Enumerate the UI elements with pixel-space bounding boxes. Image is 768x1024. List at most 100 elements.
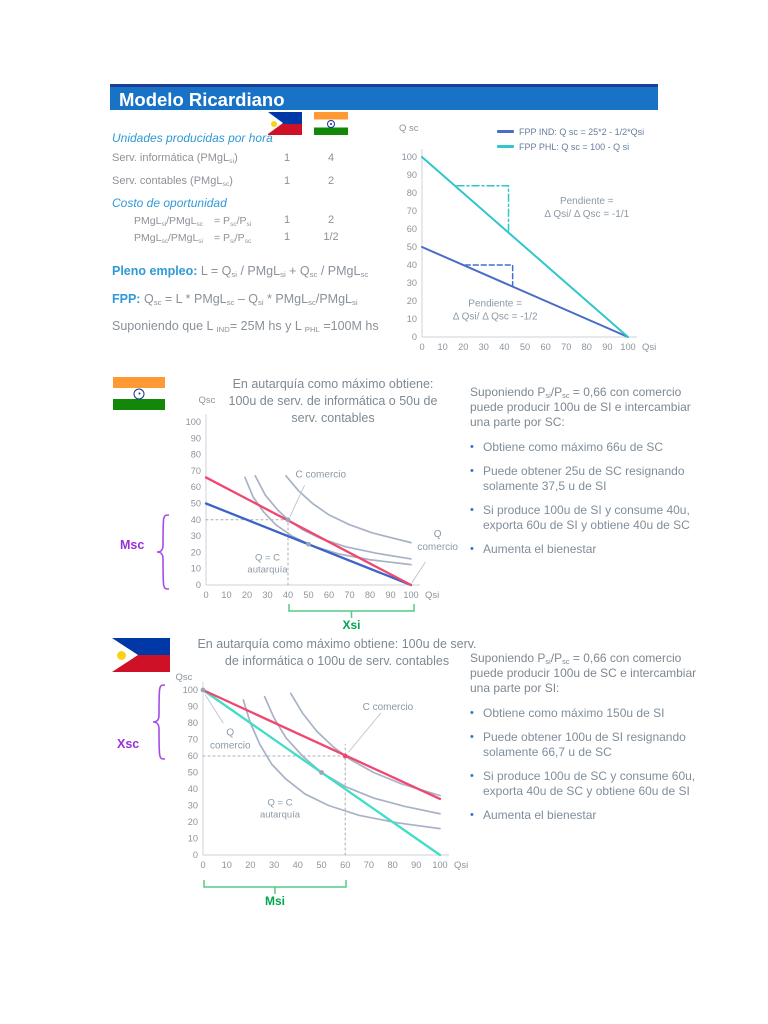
xsi-label: Xsi — [342, 618, 361, 632]
list-item: • Si produce 100u de SC y consume 60u, ex… — [470, 769, 707, 799]
svg-text:0: 0 — [412, 332, 417, 342]
svg-text:70: 70 — [344, 590, 354, 600]
bullet-text: Aumenta el bienestar — [483, 542, 597, 556]
data-point-marker — [285, 517, 291, 523]
svg-text:90: 90 — [191, 433, 201, 443]
svg-text:40: 40 — [293, 860, 303, 870]
cost-row1-in: 2 — [327, 214, 335, 226]
msc-label: Msc — [120, 538, 145, 552]
svg-text:100: 100 — [402, 152, 417, 162]
xsc-label: Xsc — [117, 737, 140, 751]
list-item: • Puede obtener 25u de SC resignando sola… — [470, 464, 703, 494]
svg-text:Δ Qsi/ Δ Qsc = -1/2: Δ Qsi/ Δ Qsc = -1/2 — [453, 311, 538, 322]
india-trade-notes: Suponiendo Psi/Psc = 0,66 con comercio p… — [470, 385, 703, 566]
svg-text:Qsi: Qsi — [454, 860, 468, 871]
series-trade-line — [204, 476, 413, 587]
bullet-dot-icon: • — [470, 731, 474, 743]
svg-text:Q = C: Q = C — [255, 553, 280, 564]
svg-text:Q = C: Q = C — [267, 798, 292, 809]
svg-text:Qsc: Qsc — [176, 672, 193, 683]
svg-text:comercio: comercio — [417, 542, 458, 553]
svg-text:20: 20 — [188, 817, 198, 827]
msi-label: Msi — [264, 894, 285, 908]
legend-entry: FPP PHL: Q sc = 100 - Q si — [497, 139, 644, 154]
msi-bracket — [203, 880, 347, 894]
cost-row2-label: PMgLsc/PMgLsi — [134, 232, 203, 245]
india-flag — [113, 377, 165, 410]
row-contables-ph: 1 — [283, 175, 291, 187]
bullet-text: Obtiene como máximo 150u de SI — [483, 706, 665, 720]
svg-text:70: 70 — [364, 860, 374, 870]
svg-text:autarquía: autarquía — [247, 565, 288, 576]
row-contables-in: 2 — [327, 175, 335, 187]
svg-text:50: 50 — [407, 242, 417, 252]
bullet-text: Obtiene como máximo 66u de SC — [483, 440, 664, 454]
series-leader-c — [289, 485, 305, 517]
svg-text:30: 30 — [269, 860, 279, 870]
svg-text:0: 0 — [419, 342, 424, 352]
svg-text:80: 80 — [407, 188, 417, 198]
series-indiff-3 — [285, 474, 412, 544]
data-point-marker — [306, 541, 311, 547]
svg-text:0: 0 — [203, 590, 208, 600]
bullet-dot-icon: • — [470, 809, 474, 821]
phl-autarky-chart: 0 10 20 30 40 50 60 70 80 90 100 0 10 20 30 40 50 60 70 80 9… — [176, 672, 469, 871]
list-item: • Aumenta el bienestar — [470, 542, 703, 557]
bullet-text: Si produce 100u de SC y consume 60u, exp… — [483, 769, 696, 798]
ph-flag-red-band — [268, 123, 302, 135]
data-point-marker — [200, 687, 206, 693]
list-item: • Puede obtener 100u de SI resignando sol… — [470, 730, 707, 760]
svg-text:60: 60 — [540, 342, 550, 352]
svg-text:30: 30 — [191, 531, 201, 541]
svg-text:70: 70 — [407, 206, 417, 216]
svg-text:20: 20 — [245, 860, 255, 870]
svg-text:90: 90 — [407, 170, 417, 180]
row-informatica-ph: 1 — [283, 152, 291, 164]
svg-text:80: 80 — [387, 860, 397, 870]
series-fpp-phl — [421, 156, 629, 338]
legend-line-swatch — [497, 130, 514, 133]
cost-row2-ph: 1 — [283, 231, 291, 243]
svg-text:70: 70 — [561, 342, 571, 352]
cost-row2-in: 1/2 — [323, 231, 339, 243]
series-trade-line — [201, 688, 442, 801]
formula-pleno-rest: L = Qsi / PMgLsi + Qsc / PMgLsc — [197, 264, 369, 280]
svg-text:Δ Qsi/ Δ Qsc = -1/1: Δ Qsi/ Δ Qsc = -1/1 — [544, 209, 629, 220]
svg-text:90: 90 — [602, 342, 612, 352]
legend-line-swatch — [497, 145, 514, 148]
ph-flag-sun-icon — [117, 650, 126, 660]
phl-trade-notes: Suponiendo Psi/Psc = 0,66 con comercio p… — [470, 651, 707, 832]
row-informatica-label: Serv. informática (PMgLsi) — [112, 152, 238, 165]
series-leader-c — [348, 712, 382, 753]
data-point-marker — [319, 770, 324, 775]
series-indiff-2 — [263, 695, 441, 815]
svg-text:20: 20 — [458, 342, 468, 352]
legend-label: FPP IND: Q sc = 25*2 - 1/2*Qsi — [519, 126, 645, 137]
svg-text:80: 80 — [188, 718, 198, 728]
svg-text:90: 90 — [188, 702, 198, 712]
series-indiff-1 — [242, 699, 441, 830]
svg-text:100: 100 — [620, 342, 635, 352]
svg-text:10: 10 — [222, 860, 232, 870]
cost-row1-eq: = Psc/Psi — [214, 215, 252, 228]
svg-text:20: 20 — [242, 590, 252, 600]
svg-text:0: 0 — [196, 580, 201, 590]
phl-section-title: En autarquía como máximo obtiene: 100u d… — [197, 637, 477, 668]
svg-text:90: 90 — [385, 590, 395, 600]
fpp-chart: 0 10 20 30 40 50 60 70 80 90 100 0 10 20 30 40 50 60 70 80 9… — [399, 123, 656, 353]
list-item: • Obtiene como máximo 66u de SC — [470, 440, 703, 455]
india-autarky-chart: 0 10 20 30 40 50 60 70 80 90 100 0 10 20 30 40 50 60 70 80 9… — [186, 395, 459, 601]
svg-text:40: 40 — [191, 515, 201, 525]
svg-text:Q: Q — [226, 727, 234, 738]
series-leader-q — [204, 694, 224, 724]
philippines-flag — [268, 112, 302, 135]
svg-text:100: 100 — [432, 860, 447, 870]
ph-flag-sun-icon — [271, 120, 277, 127]
bullet-text: Aumenta el bienestar — [483, 808, 597, 822]
svg-text:60: 60 — [324, 590, 334, 600]
svg-text:60: 60 — [191, 482, 201, 492]
philippines-flag — [112, 638, 170, 672]
bullet-text: Si produce 100u de SI y consume 40u, exp… — [483, 503, 690, 532]
svg-text:50: 50 — [191, 499, 201, 509]
